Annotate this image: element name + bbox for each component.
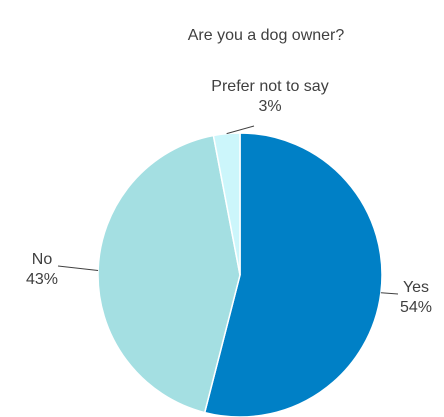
slice-label: Yes: [403, 279, 429, 296]
pie-slices: [97, 132, 383, 417]
slice-labels: Yes 54% No 43% Prefer not to say 3%: [26, 78, 432, 316]
slice-value-label: 54%: [400, 299, 432, 316]
leader-line: [226, 125, 255, 135]
slice-value-label: 3%: [258, 98, 281, 115]
pie-slice-yes: [203, 132, 383, 417]
leader-line: [380, 292, 399, 295]
pie-slice-no: [97, 134, 241, 414]
slice-label: No: [32, 251, 53, 268]
slice-label: Prefer not to say: [211, 78, 328, 95]
pie-slice-prefer-not-to-say: [212, 132, 241, 276]
slice-value-label: 43%: [26, 271, 58, 288]
leader-line: [57, 265, 99, 272]
chart-title: Are you a dog owner?: [188, 27, 345, 44]
